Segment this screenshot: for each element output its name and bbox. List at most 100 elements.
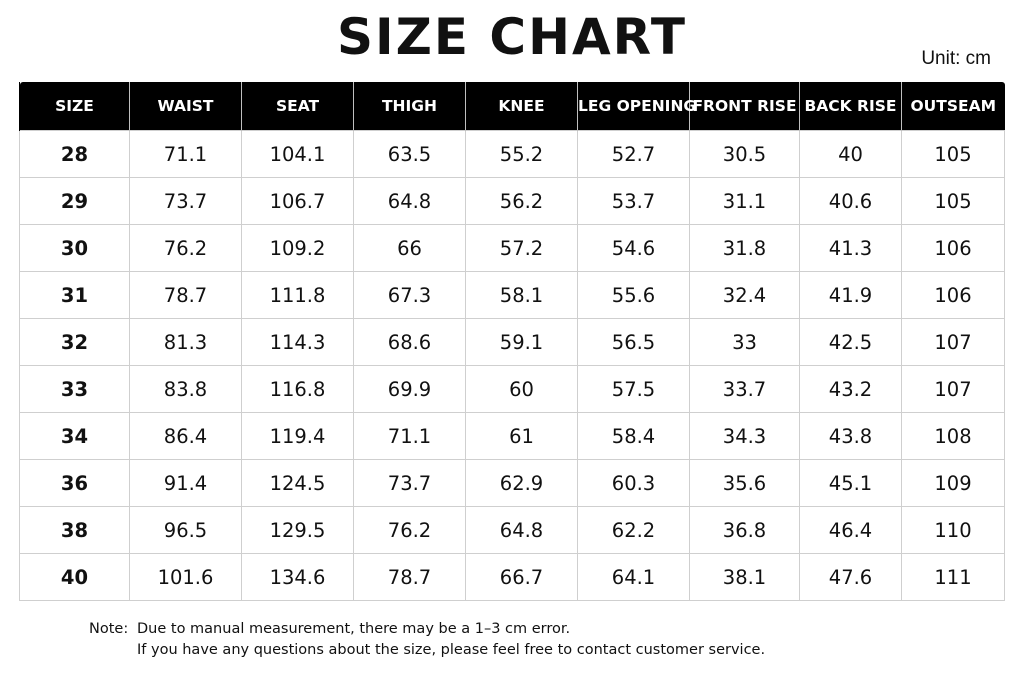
size-cell: 33 [19,365,130,413]
measurement-cell: 105 [901,130,1005,178]
measurement-cell: 56.5 [577,318,690,366]
measurement-cell: 35.6 [689,459,800,507]
measurement-cell: 107 [901,365,1005,413]
measurement-cell: 54.6 [577,224,690,272]
note-lines: Due to manual measurement, there may be … [137,619,765,661]
table-row: 38 96.5 129.5 76.2 64.8 62.2 36.8 46.4 110 [19,506,1005,554]
column-header: WAIST [129,82,242,131]
column-header: SIZE [19,82,130,131]
table-row: 29 73.7 106.7 64.8 56.2 53.7 31.1 40.6 105 [19,177,1005,225]
measurement-cell: 129.5 [241,506,354,554]
measurement-cell: 53.7 [577,177,690,225]
measurement-cell: 86.4 [129,412,242,460]
measurement-cell: 81.3 [129,318,242,366]
table-row: 36 91.4 124.5 73.7 62.9 60.3 35.6 45.1 109 [19,459,1005,507]
table-row: 28 71.1 104.1 63.5 55.2 52.7 30.5 40 105 [19,130,1005,178]
measurement-cell: 73.7 [129,177,242,225]
measurement-cell: 56.2 [465,177,578,225]
size-chart-table-container: SIZE WAIST SEAT THIGH KNEE LEG OPENING FRONT R… [19,82,1005,601]
measurement-cell: 47.6 [799,553,902,601]
size-cell: 38 [19,506,130,554]
measurement-cell: 69.9 [353,365,466,413]
table-row: 32 81.3 114.3 68.6 59.1 56.5 33 42.5 107 [19,318,1005,366]
measurement-cell: 40.6 [799,177,902,225]
table-header-row: SIZE WAIST SEAT THIGH KNEE LEG OPENING FRONT R… [19,82,1005,131]
measurement-cell: 71.1 [129,130,242,178]
measurement-cell: 58.4 [577,412,690,460]
measurement-cell: 63.5 [353,130,466,178]
measurement-cell: 32.4 [689,271,800,319]
unit-label: Unit: cm [921,48,991,69]
size-chart-table: SIZE WAIST SEAT THIGH KNEE LEG OPENING FRONT R… [19,82,1005,601]
measurement-cell: 66.7 [465,553,578,601]
measurement-cell: 105 [901,177,1005,225]
measurement-cell: 31.1 [689,177,800,225]
size-cell: 36 [19,459,130,507]
measurement-cell: 52.7 [577,130,690,178]
measurement-cell: 96.5 [129,506,242,554]
measurement-cell: 78.7 [353,553,466,601]
measurement-cell: 64.8 [465,506,578,554]
measurement-cell: 57.5 [577,365,690,413]
table-row: 31 78.7 111.8 67.3 58.1 55.6 32.4 41.9 106 [19,271,1005,319]
measurement-cell: 46.4 [799,506,902,554]
measurement-cell: 134.6 [241,553,354,601]
table-row: 30 76.2 109.2 66 57.2 54.6 31.8 41.3 106 [19,224,1005,272]
measurement-cell: 109.2 [241,224,354,272]
measurement-cell: 110 [901,506,1005,554]
measurement-cell: 43.8 [799,412,902,460]
column-header: KNEE [465,82,578,131]
measurement-cell: 101.6 [129,553,242,601]
measurement-cell: 58.1 [465,271,578,319]
measurement-cell: 41.3 [799,224,902,272]
measurement-cell: 106 [901,271,1005,319]
column-header: SEAT [241,82,354,131]
measurement-cell: 64.1 [577,553,690,601]
measurement-cell: 34.3 [689,412,800,460]
measurement-cell: 108 [901,412,1005,460]
measurement-cell: 111 [901,553,1005,601]
measurement-cell: 38.1 [689,553,800,601]
measurement-cell: 59.1 [465,318,578,366]
measurement-cell: 60 [465,365,578,413]
measurement-cell: 83.8 [129,365,242,413]
note-line: If you have any questions about the size… [137,642,766,658]
size-cell: 40 [19,553,130,601]
column-header: LEG OPENING [577,82,696,131]
note-label: Note: [89,621,129,637]
measurement-cell: 114.3 [241,318,354,366]
table-body: 28 71.1 104.1 63.5 55.2 52.7 30.5 40 105 29 73.7 10… [19,130,1005,601]
column-header: THIGH [353,82,466,131]
measurement-cell: 73.7 [353,459,466,507]
column-header: FRONT RISE [689,82,800,131]
measurement-cell: 61 [465,412,578,460]
measurement-cell: 33 [689,318,800,366]
measurement-cell: 119.4 [241,412,354,460]
column-header: OUTSEAM [901,82,1005,131]
size-cell: 30 [19,224,130,272]
table-row: 33 83.8 116.8 69.9 60 57.5 33.7 43.2 107 [19,365,1005,413]
measurement-cell: 57.2 [465,224,578,272]
note-line: Due to manual measurement, there may be … [137,621,571,637]
measurement-cell: 91.4 [129,459,242,507]
measurement-cell: 30.5 [689,130,800,178]
measurement-cell: 66 [353,224,466,272]
measurement-cell: 42.5 [799,318,902,366]
column-header: BACK RISE [799,82,902,131]
measurement-cell: 106.7 [241,177,354,225]
size-cell: 31 [19,271,130,319]
measurement-cell: 111.8 [241,271,354,319]
measurement-cell: 62.9 [465,459,578,507]
measurement-cell: 40 [799,130,902,178]
measurement-cell: 106 [901,224,1005,272]
size-cell: 28 [19,130,130,178]
size-cell: 32 [19,318,130,366]
measurement-cell: 55.6 [577,271,690,319]
measurement-cell: 124.5 [241,459,354,507]
table-row: 34 86.4 119.4 71.1 61 58.4 34.3 43.8 108 [19,412,1005,460]
size-cell: 29 [19,177,130,225]
measurement-cell: 67.3 [353,271,466,319]
page-title: SIZE CHART [336,8,688,66]
measurement-cell: 36.8 [689,506,800,554]
measurement-cell: 33.7 [689,365,800,413]
